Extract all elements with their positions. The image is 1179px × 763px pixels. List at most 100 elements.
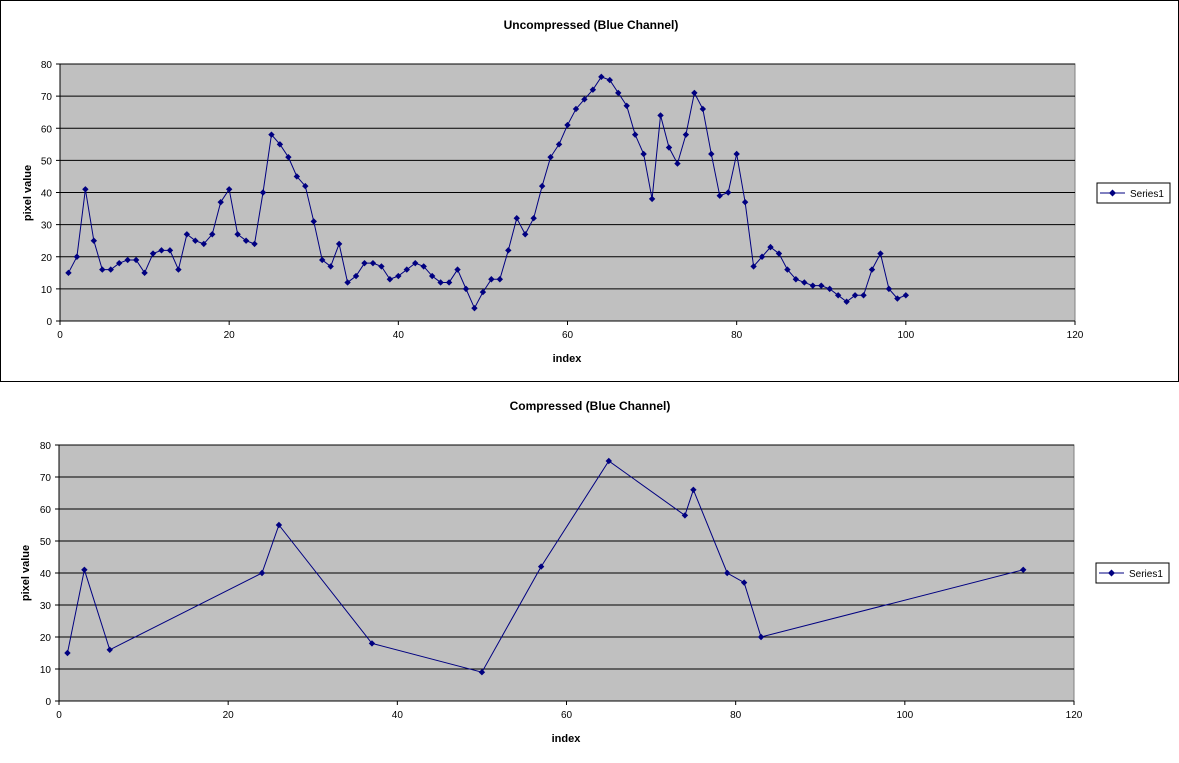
- x-tick-label: 100: [896, 710, 913, 721]
- data-point: [657, 112, 664, 119]
- y-tick-label: 20: [40, 633, 52, 644]
- y-axis-label: pixel value: [20, 545, 32, 601]
- data-point: [902, 292, 910, 299]
- legend: Series1: [1096, 182, 1171, 204]
- data-point: [302, 182, 309, 190]
- data-point: [537, 563, 545, 570]
- data-point: [690, 486, 697, 493]
- data-point: [581, 96, 588, 103]
- data-point: [403, 266, 410, 273]
- data-point: [107, 266, 114, 273]
- data-point: [589, 86, 597, 93]
- data-point: [750, 263, 757, 270]
- data-point: [648, 195, 656, 203]
- data-point: [598, 73, 605, 81]
- data-point: [757, 633, 765, 641]
- data-point: [65, 269, 72, 277]
- y-tick-label: 30: [41, 221, 53, 232]
- data-point: [522, 231, 529, 238]
- x-axis-label: index: [552, 733, 582, 745]
- data-point: [99, 266, 106, 273]
- x-tick-label: 20: [224, 330, 236, 341]
- data-point: [724, 569, 731, 577]
- data-point: [818, 282, 825, 289]
- data-point: [471, 304, 478, 312]
- data-point: [623, 102, 630, 109]
- data-point: [335, 240, 343, 248]
- chart-uncompressed-svg: Uncompressed (Blue Channel) 0 10 20 30 40 50 6…: [22, 18, 1171, 365]
- data-point: [784, 266, 791, 273]
- data-point: [327, 263, 334, 270]
- data-point: [758, 253, 766, 260]
- data-point: [64, 649, 71, 657]
- y-tick-label: 10: [40, 665, 52, 676]
- data-point: [479, 288, 487, 296]
- series-line: [68, 76, 907, 310]
- y-tick-label: 40: [41, 189, 53, 200]
- data-point: [242, 237, 250, 244]
- data-point: [412, 259, 419, 267]
- data-point: [369, 259, 377, 267]
- data-point: [141, 269, 148, 277]
- data-point: [454, 266, 461, 273]
- y-axis-label: pixel value: [22, 165, 34, 221]
- data-point: [801, 279, 808, 286]
- data-point: [116, 259, 123, 267]
- y-tick-label: 50: [40, 537, 52, 548]
- data-point: [361, 259, 368, 267]
- data-point: [428, 272, 436, 280]
- data-point: [725, 189, 732, 196]
- x-tick-label: 120: [1066, 710, 1083, 721]
- y-tick-label: 70: [40, 473, 52, 484]
- data-point: [885, 285, 893, 293]
- data-point: [234, 231, 241, 238]
- data-point: [132, 256, 140, 264]
- data-point: [513, 215, 520, 222]
- data-point: [505, 247, 512, 254]
- data-point: [767, 243, 774, 251]
- x-tick-label: 60: [562, 330, 574, 341]
- x-tick-label: 80: [730, 710, 742, 721]
- y-tick-label: 10: [41, 285, 53, 296]
- data-point: [843, 298, 850, 305]
- data-point: [640, 150, 647, 158]
- data-point: [564, 121, 571, 129]
- data-point: [733, 150, 740, 158]
- y-tick-label: 80: [40, 441, 52, 452]
- data-point: [691, 89, 698, 97]
- data-point: [851, 292, 859, 299]
- data-point: [877, 250, 884, 257]
- legend-marker-diamond-icon: [1108, 569, 1115, 577]
- data-point: [826, 285, 833, 293]
- data-point: [488, 276, 495, 283]
- data-point: [192, 237, 199, 244]
- data-point: [82, 186, 89, 193]
- data-point: [741, 198, 749, 206]
- legend-label: Series1: [1130, 189, 1164, 200]
- data-point: [124, 256, 131, 264]
- data-point: [275, 521, 283, 529]
- data-point: [310, 218, 317, 225]
- data-point: [368, 640, 376, 647]
- y-tick-label: 80: [41, 60, 53, 71]
- data-point: [572, 105, 580, 113]
- y-tick-label: 70: [41, 92, 53, 103]
- data-point: [158, 247, 165, 254]
- data-point: [674, 160, 681, 167]
- data-point: [166, 247, 174, 254]
- data-point: [894, 295, 901, 302]
- data-point: [225, 186, 233, 193]
- data-point: [293, 173, 301, 180]
- chart-uncompressed: Uncompressed (Blue Channel) 0 10 20 30 40 50 6…: [0, 0, 1179, 382]
- y-tick-label: 30: [40, 601, 52, 612]
- data-point: [73, 253, 81, 260]
- data-point: [378, 263, 385, 270]
- data-point: [868, 266, 876, 273]
- data-point: [775, 250, 783, 257]
- data-point: [217, 198, 224, 206]
- x-tick-label: 100: [897, 330, 914, 341]
- data-point: [682, 131, 690, 138]
- data-point: [259, 189, 267, 196]
- data-point: [437, 279, 444, 286]
- data-point: [209, 231, 216, 238]
